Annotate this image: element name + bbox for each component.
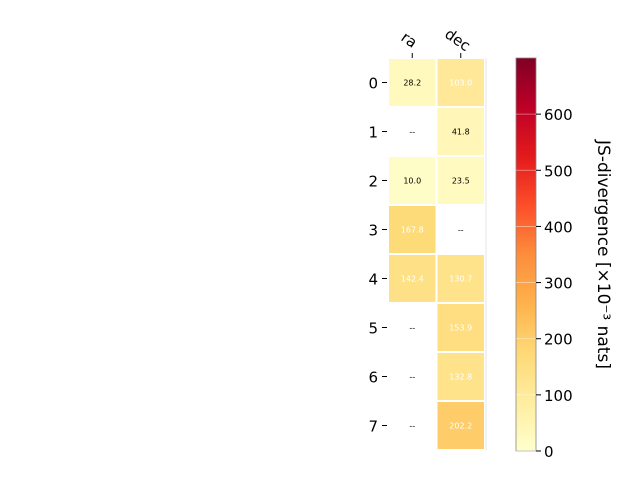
cell-value-label: 142.4 [401, 275, 424, 284]
cell-value-label: -- [409, 422, 415, 431]
colorbar: 0 100 200 300 400 500 600 JS-divergence [×10⁻³ … [515, 57, 613, 461]
cell-value-label: 202.2 [449, 422, 472, 431]
heatmap-cell [437, 304, 484, 351]
colorbar-tick-label: 200 [544, 331, 573, 349]
row-tick-label: 3 [368, 222, 378, 240]
heatmap-cell [437, 353, 484, 400]
cell-value-label: 103.0 [449, 79, 472, 88]
cell-value-label: -- [409, 128, 415, 137]
row-tick-label: 5 [368, 320, 378, 338]
cell-value-label: 28.2 [403, 79, 421, 88]
heatmap-cell [389, 59, 436, 106]
colorbar-tick-label: 100 [544, 387, 573, 405]
column-tick-labels: ra dec [398, 25, 474, 58]
row-tick-label: 6 [368, 369, 378, 387]
heatmap-cell [437, 108, 484, 155]
cell-value-label: 167.8 [401, 226, 424, 235]
heatmap-cell [437, 402, 484, 449]
colorbar-tick-label: 400 [544, 218, 573, 236]
colorbar-tick-label: 0 [544, 443, 554, 461]
row-tick-label: 2 [368, 173, 378, 191]
colorbar-tick-label: 500 [544, 162, 573, 180]
row-tick-label: 7 [368, 418, 378, 436]
column-tick-label: dec [441, 25, 473, 55]
cell-value-label: 132.8 [449, 373, 472, 382]
heatmap-cell [437, 157, 484, 204]
heatmap-cell [389, 255, 436, 302]
heatmap-cell [389, 157, 436, 204]
cell-value-label: 153.9 [449, 324, 472, 333]
cell-value-label: -- [409, 324, 415, 333]
colorbar-tick-label: 600 [544, 106, 573, 124]
heatmap-cell [437, 59, 484, 106]
cell-value-label: 10.0 [403, 177, 421, 186]
row-tick-labels: 0 1 2 3 4 5 6 7 [368, 75, 387, 436]
cell-value-label: -- [409, 373, 415, 382]
heatmap-cell [389, 206, 436, 253]
heatmap-cell [437, 255, 484, 302]
row-tick-label: 1 [368, 124, 378, 142]
colorbar-gradient [515, 57, 537, 452]
cell-value-label: -- [458, 226, 464, 235]
column-tick-label: ra [398, 28, 421, 52]
colorbar-tick-label: 300 [544, 275, 573, 293]
cell-value-label: 23.5 [452, 177, 470, 186]
cell-value-label: 41.8 [452, 128, 470, 137]
row-tick-label: 4 [368, 271, 378, 289]
cell-value-label: 130.7 [449, 275, 472, 284]
row-tick-label: 0 [368, 75, 378, 93]
colorbar-label: JS-divergence [×10⁻³ nats] [593, 139, 613, 369]
heatmap-grid: 28.2 103.0 -- 41.8 10.0 23.5 167.8 -- 142.4 130.7… [389, 58, 487, 450]
